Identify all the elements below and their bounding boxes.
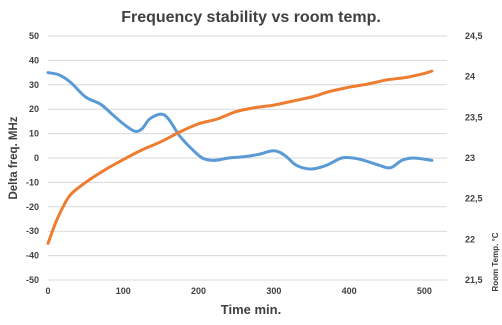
y2-axis-label: Room Temp. °C [491, 232, 500, 291]
x-tick-label: 100 [116, 286, 131, 296]
series-line-delta-freq [46, 71, 434, 171]
y-tick-label: 0 [34, 153, 39, 163]
x-tick-label: 500 [417, 286, 432, 296]
y2-tick-label: 21,5 [465, 275, 483, 285]
y2-tick-label: 24,5 [465, 31, 483, 41]
y-tick-label: 50 [29, 31, 39, 41]
x-tick-label: 0 [45, 286, 50, 296]
x-axis-label: Time min. [221, 302, 281, 317]
y2-tick-label: 24 [465, 72, 475, 82]
chart-title: Frequency stability vs room temp. [121, 9, 381, 26]
y-tick-label: -30 [26, 226, 39, 236]
y-tick-label: -40 [26, 251, 39, 261]
series-line-room-temp [46, 69, 434, 245]
x-tick-label: 300 [266, 286, 281, 296]
y-tick-label: 20 [29, 104, 39, 114]
series-lines [46, 69, 434, 245]
y-tick-label: -10 [26, 177, 39, 187]
y2-tick-label: 23 [465, 153, 475, 163]
y2-tick-label: 22 [465, 234, 475, 244]
y-tick-label: 30 [29, 80, 39, 90]
y-axis-ticks: 50 40 30 20 10 0 -10 -20 -30 -40 -50 [26, 31, 39, 285]
y-tick-label: -20 [26, 202, 39, 212]
y2-tick-label: 23,5 [465, 112, 483, 122]
gridlines [48, 35, 447, 281]
x-axis-ticks: 0 100 200 300 400 500 [45, 286, 431, 296]
y-axis-label: Delta freq. MHz [8, 116, 20, 199]
y2-axis-ticks: 24,5 24 23,5 23 22,5 22 21,5 [465, 31, 483, 285]
y-tick-label: 10 [29, 129, 39, 139]
x-tick-label: 200 [191, 286, 206, 296]
y-tick-label: 40 [29, 55, 39, 65]
y2-tick-label: 22,5 [465, 194, 483, 204]
x-tick-label: 400 [342, 286, 357, 296]
y-tick-label: -50 [26, 275, 39, 285]
